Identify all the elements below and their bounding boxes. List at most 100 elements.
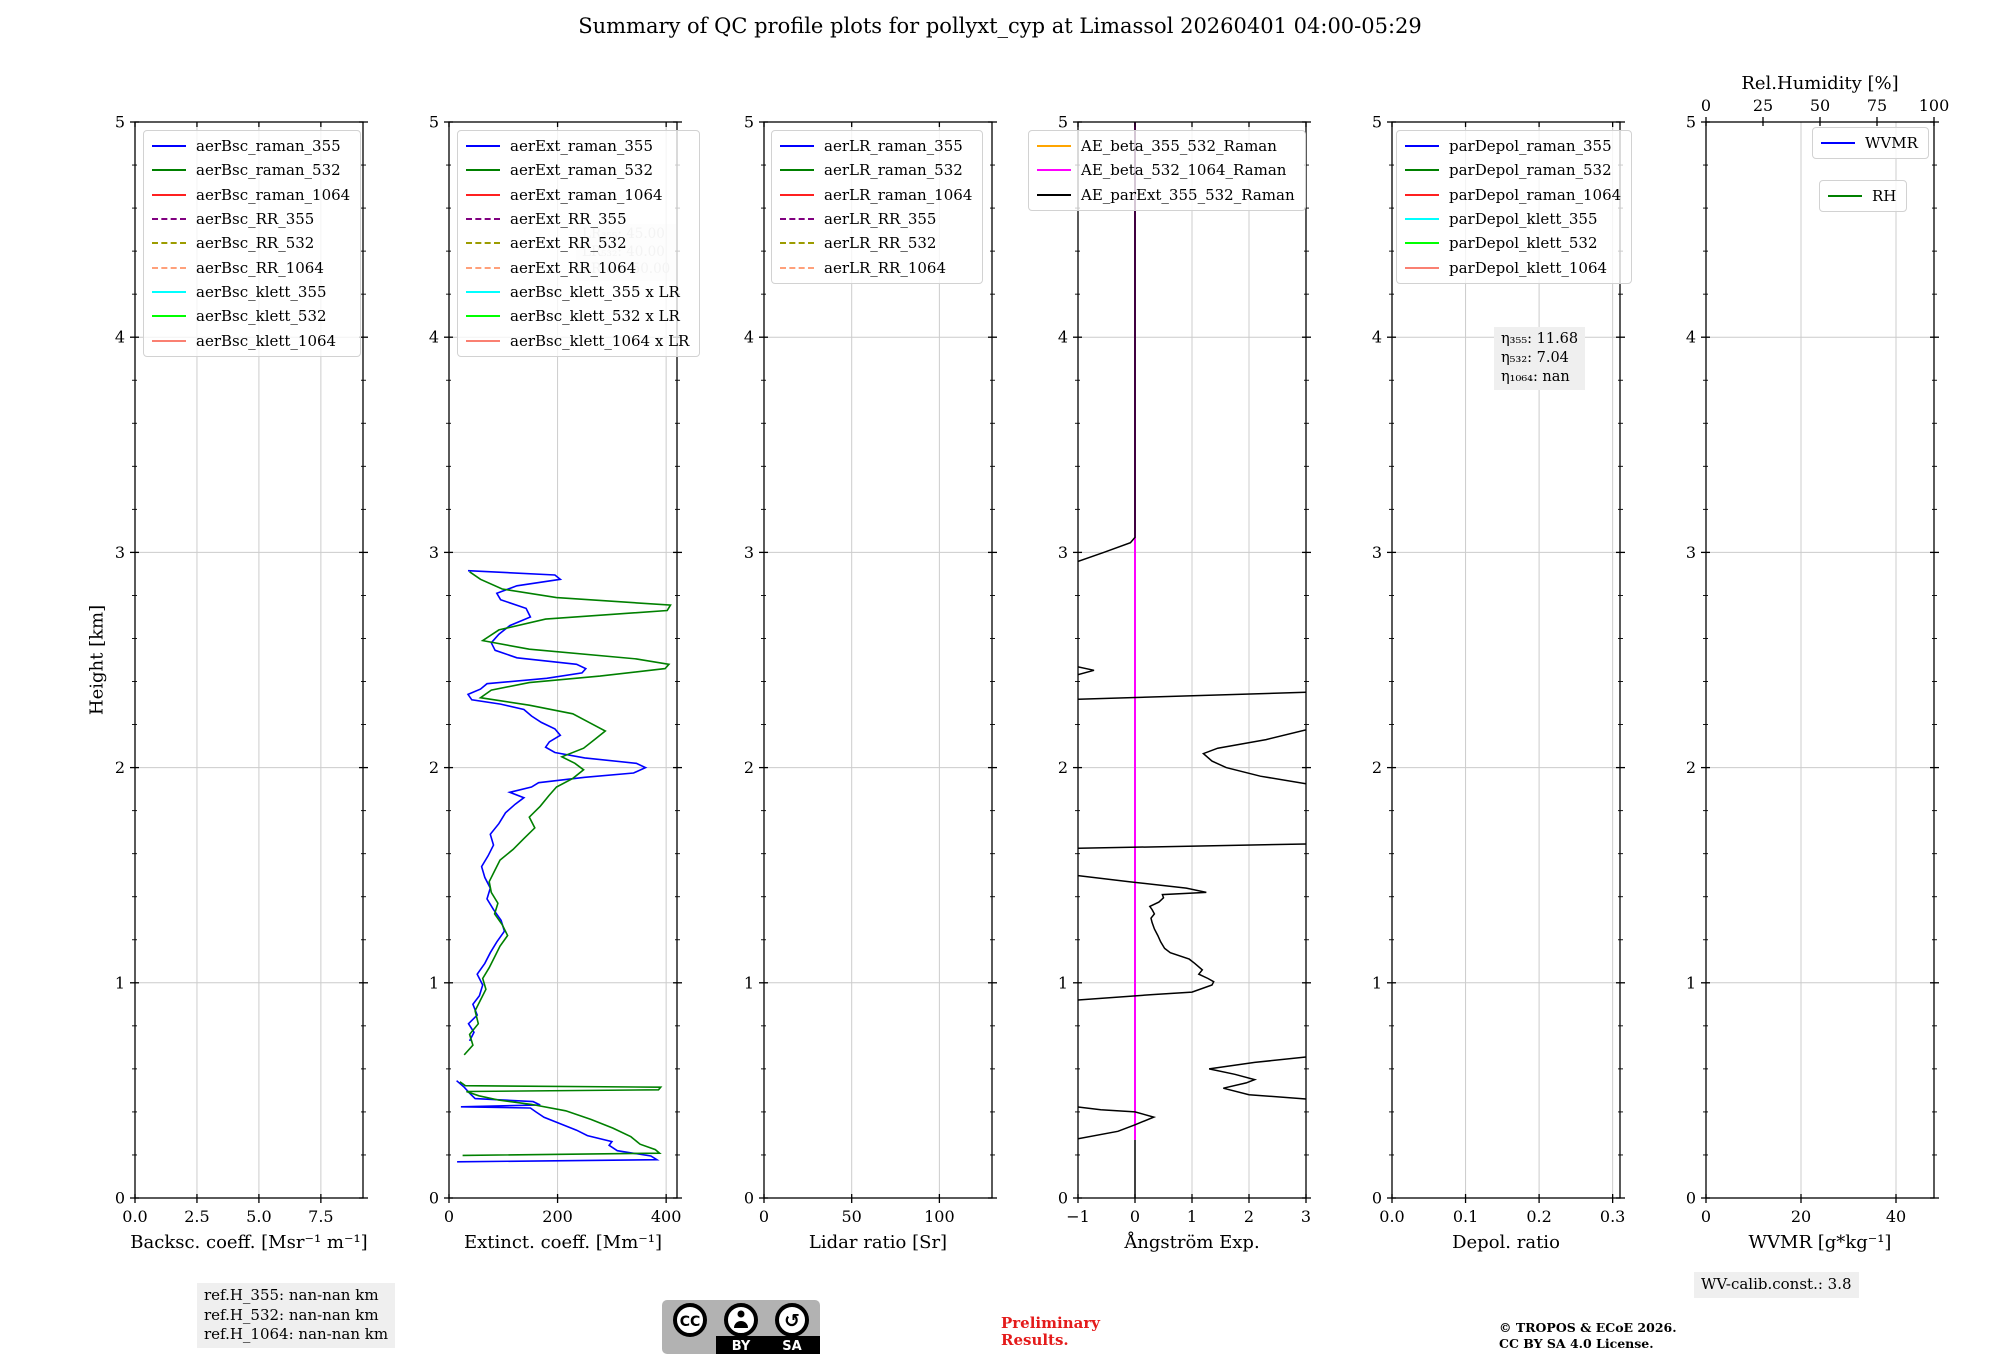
legend-label: aerBsc_RR_532 [196, 234, 315, 253]
x-axis-label-lidar-ratio: Lidar ratio [Sr] [809, 1232, 947, 1253]
legend-label: parDepol_raman_355 [1449, 137, 1612, 156]
legend-line-sample [1037, 193, 1071, 196]
svg-text:50: 50 [842, 1207, 862, 1226]
svg-text:25: 25 [1753, 96, 1773, 115]
legend-entry: aerLR_raman_355 [780, 134, 972, 158]
legend-label: aerExt_RR_355 [510, 210, 627, 229]
series-AE_parExt_355_532_Raman [1078, 874, 1215, 1001]
legend-entry: aerBsc_RR_355 [152, 207, 350, 231]
legend-backsc: aerBsc_raman_355 aerBsc_raman_532 aerBsc_r… [143, 130, 362, 357]
cc-badge-svg: CC ↺ BY SA [662, 1300, 820, 1354]
x-axis-label-wvmr: WVMR [g*kg⁻¹] [1749, 1232, 1892, 1253]
legend-entry: aerLR_RR_355 [780, 207, 972, 231]
legend-label: parDepol_klett_355 [1449, 210, 1598, 229]
legend-entry: aerBsc_RR_1064 [152, 255, 350, 279]
svg-text:5: 5 [1686, 113, 1696, 132]
legend-line-sample [466, 315, 500, 318]
legend-entry: aerLR_raman_532 [780, 158, 972, 182]
legend-line-sample [780, 242, 814, 245]
legend-line-sample [152, 169, 186, 172]
legend-line-sample [152, 290, 186, 293]
legend-label: AE_beta_355_532_Raman [1081, 137, 1277, 156]
svg-text:0: 0 [1686, 1189, 1696, 1208]
legend-line-sample [466, 145, 500, 148]
svg-text:4: 4 [429, 328, 439, 347]
annotation-line: η₁₀₆₄: nan [1501, 368, 1570, 385]
svg-text:3: 3 [115, 543, 125, 562]
svg-text:5: 5 [1058, 113, 1068, 132]
series-AE_parExt_355_532_Raman [1078, 122, 1136, 563]
svg-text:400: 400 [651, 1207, 682, 1226]
svg-text:0.1: 0.1 [1453, 1207, 1478, 1226]
svg-text:5: 5 [1372, 113, 1382, 132]
legend-line-sample [780, 193, 814, 196]
legend-line-sample [780, 266, 814, 269]
legend-line-sample [466, 339, 500, 342]
svg-text:SA: SA [782, 1339, 801, 1354]
series-aerExt_raman_355 [466, 569, 648, 1042]
copyright-note: © TROPOS & ECoE 2026. CC BY SA 4.0 Licens… [1499, 1320, 1677, 1351]
svg-text:75: 75 [1867, 96, 1887, 115]
svg-text:100: 100 [924, 1207, 955, 1226]
series-AE_parExt_355_532_Raman [1078, 1106, 1157, 1140]
svg-text:3: 3 [1686, 543, 1696, 562]
series-AE_parExt_355_532_Raman [1208, 1056, 1306, 1100]
svg-text:0: 0 [1372, 1189, 1382, 1208]
series-AE_parExt_355_532_Raman [1078, 666, 1095, 676]
legend-entry: aerBsc_klett_1064 x LR [466, 328, 689, 352]
legend-entry: aerBsc_klett_1064 [152, 328, 350, 352]
legend-entry: parDepol_klett_1064 [1405, 255, 1621, 279]
legend-label: parDepol_klett_1064 [1449, 258, 1608, 277]
legend-entry: aerExt_RR_355 [466, 207, 689, 231]
legend-entry: parDepol_klett_532 [1405, 231, 1621, 255]
svg-text:5: 5 [744, 113, 754, 132]
svg-text:50: 50 [1810, 96, 1830, 115]
svg-text:3: 3 [1301, 1207, 1311, 1226]
svg-text:0: 0 [1058, 1189, 1068, 1208]
svg-text:0: 0 [429, 1189, 439, 1208]
legend-depol: parDepol_raman_355 parDepol_raman_532 parD… [1396, 130, 1633, 284]
svg-text:5: 5 [115, 113, 125, 132]
series-AE_parExt_355_532_Raman [1078, 843, 1306, 850]
svg-text:2: 2 [1058, 758, 1068, 777]
svg-text:4: 4 [1058, 328, 1068, 347]
svg-text:2: 2 [1244, 1207, 1254, 1226]
legend-line-sample [1821, 142, 1855, 145]
svg-text:0.0: 0.0 [122, 1207, 147, 1226]
svg-text:CC: CC [680, 1314, 701, 1330]
legend-label: aerBsc_raman_355 [196, 137, 341, 156]
legend-label: aerExt_RR_1064 [510, 258, 637, 277]
legend-label: aerBsc_RR_355 [196, 210, 315, 229]
top-axis-label: Rel.Humidity [%] [1741, 73, 1898, 94]
series-aerExt_raman_532 [459, 1081, 663, 1157]
svg-text:BY: BY [732, 1339, 751, 1354]
legend-label: aerExt_RR_532 [510, 234, 627, 253]
annotation-line: ref.H_355: nan-nan km [204, 1286, 379, 1304]
series-AE_parExt_355_532_Raman [1201, 729, 1306, 785]
legend-line-sample [780, 145, 814, 148]
legend-entry: aerExt_RR_1064 [466, 255, 689, 279]
svg-text:−1: −1 [1066, 1207, 1090, 1226]
legend-entry: aerExt_RR_532 [466, 231, 689, 255]
legend-line-sample [1828, 195, 1862, 198]
svg-text:2: 2 [115, 758, 125, 777]
legend-line-sample [466, 290, 500, 293]
svg-text:0: 0 [444, 1207, 454, 1226]
legend-line-sample [152, 339, 186, 342]
legend-label: aerLR_raman_355 [824, 137, 963, 156]
annotation-line: Preliminary [1001, 1314, 1100, 1332]
svg-text:4: 4 [744, 328, 754, 347]
svg-text:3: 3 [1058, 543, 1068, 562]
svg-text:4: 4 [115, 328, 125, 347]
legend-entry: aerBsc_klett_355 x LR [466, 280, 689, 304]
svg-text:1: 1 [1372, 973, 1382, 992]
legend-line-sample [152, 193, 186, 196]
legend-line-sample [1405, 266, 1439, 269]
legend-line-sample [152, 315, 186, 318]
svg-text:0: 0 [759, 1207, 769, 1226]
legend-line-sample [466, 218, 500, 221]
legend-line-sample [1405, 218, 1439, 221]
legend-angstroem: AE_beta_355_532_Raman AE_beta_532_1064_Ra… [1028, 130, 1306, 211]
legend-label: aerLR_RR_1064 [824, 258, 947, 277]
legend-entry: parDepol_klett_355 [1405, 207, 1621, 231]
